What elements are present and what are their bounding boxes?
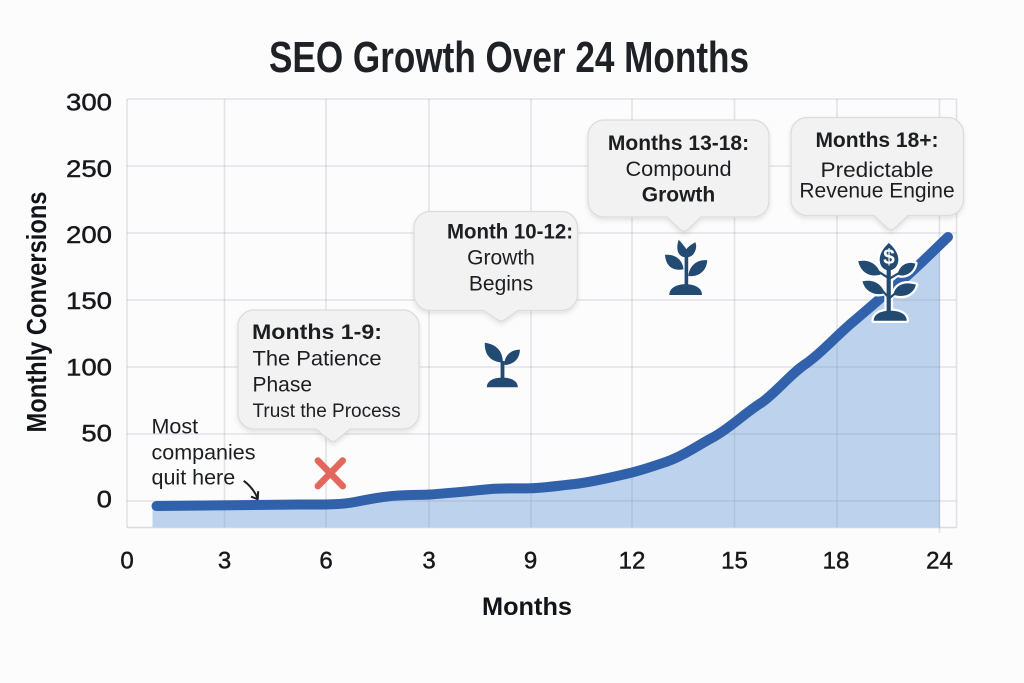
svg-text:150: 150 xyxy=(66,288,112,315)
svg-text:Months 18+:: Months 18+: xyxy=(815,129,938,152)
svg-text:9: 9 xyxy=(524,548,537,575)
svg-text:companies: companies xyxy=(152,441,256,465)
svg-text:0: 0 xyxy=(120,548,133,575)
svg-text:Month 10-12:: Month 10-12: xyxy=(447,221,573,244)
svg-text:300: 300 xyxy=(66,90,112,117)
svg-text:100: 100 xyxy=(66,354,112,381)
svg-text:Compound: Compound xyxy=(626,158,732,181)
svg-text:Months 13-18:: Months 13-18: xyxy=(608,132,749,155)
svg-text:Growth: Growth xyxy=(642,184,716,207)
svg-text:Most: Most xyxy=(152,415,199,439)
svg-text:0: 0 xyxy=(97,487,112,514)
svg-text:Months: Months xyxy=(482,593,572,621)
svg-text:Months 1-9:: Months 1-9: xyxy=(252,321,382,344)
svg-text:18: 18 xyxy=(823,548,850,575)
svg-text:Phase: Phase xyxy=(253,374,313,397)
svg-text:250: 250 xyxy=(66,156,112,183)
svg-text:24: 24 xyxy=(926,548,953,575)
svg-text:Revenue Engine: Revenue Engine xyxy=(799,180,954,203)
svg-text:Growth: Growth xyxy=(467,247,535,270)
svg-text:12: 12 xyxy=(619,548,646,575)
svg-text:SEO Growth Over 24 Months: SEO Growth Over 24 Months xyxy=(269,33,749,82)
svg-text:6: 6 xyxy=(319,548,332,575)
svg-text:3: 3 xyxy=(218,548,231,575)
svg-text:Begins: Begins xyxy=(469,273,533,296)
svg-text:3: 3 xyxy=(422,548,435,575)
svg-text:$: $ xyxy=(883,246,895,269)
svg-text:quit here: quit here xyxy=(152,466,236,490)
svg-text:Trust the Process: Trust the Process xyxy=(253,401,401,422)
svg-text:200: 200 xyxy=(66,222,112,249)
svg-text:50: 50 xyxy=(81,420,112,447)
svg-text:15: 15 xyxy=(721,548,748,575)
svg-text:The Patience: The Patience xyxy=(253,348,382,371)
svg-text:Monthly Conversions: Monthly Conversions xyxy=(21,192,52,433)
svg-text:Predictable: Predictable xyxy=(821,159,934,182)
